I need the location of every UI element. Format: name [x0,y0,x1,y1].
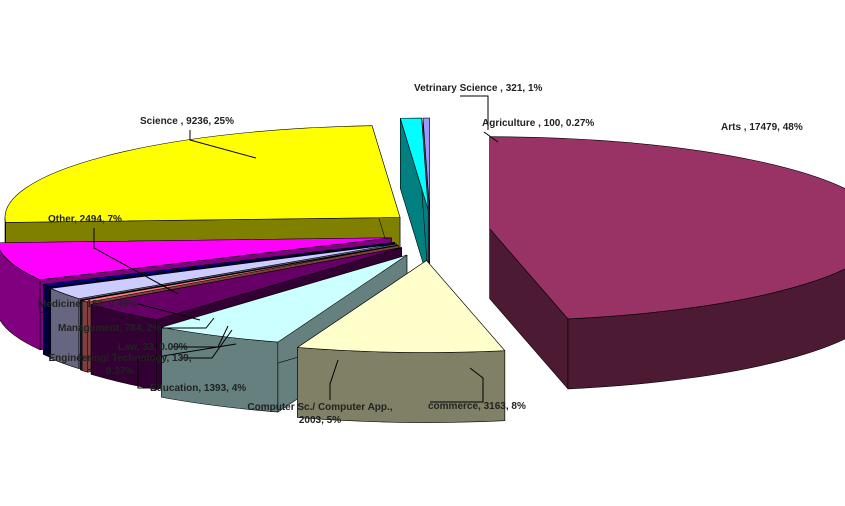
slice-top-commerce [297,260,506,353]
slice-top-management [50,243,397,299]
label-line-law: Law, 33, 0.09% [118,342,188,353]
slice-top-vetrinary [399,117,429,211]
label-arts: Arts , 17479, 48% [721,122,803,133]
slice-top-law [80,244,399,301]
leader-commerce [430,367,484,403]
leader-other [93,228,179,295]
label-line-science: Science , 9236, 25% [140,116,234,127]
leader-medicine [137,303,201,321]
slice-top-science [4,125,401,223]
label-line-arts: Arts , 17479, 48% [721,122,803,133]
slice-commerce [297,260,506,423]
label-line-medicine: Medicine, 183, 0.49% [38,299,137,310]
leader-management [160,317,215,329]
slice-side-medicine [43,284,50,358]
label-computer: Computer Sc./ Computer App., 2003, 5% [247,402,392,426]
slice-top-other [0,237,392,281]
slice-top-agriculture [422,117,430,211]
label-line-agriculture: Agriculture , 100, 0.27% [482,118,594,129]
label-other: Other, 2494, 7% [48,214,122,225]
label-line-education: Education, 1393, 4% [150,383,246,394]
leader-agriculture [483,131,499,143]
label-line-computer: Computer Sc./ Computer App., [247,402,392,413]
label-management: Management, 784, 2% [58,323,161,334]
leader-science [189,130,257,159]
label-agriculture: Agriculture , 100, 0.27% [482,118,594,129]
slice-vetrinary [399,117,429,281]
label-line-engineering: Engineering/ Technology, 139, [49,353,192,364]
label-line-vetrinary: Vetrinary Science , 321, 1% [414,83,543,94]
label-line-commerce: commerce, 3163, 8% [428,401,526,412]
leader-vetrinary [460,95,489,130]
label-line-other: Other, 2494, 7% [48,214,122,225]
leader-engineering [180,329,233,359]
label-line-computer: 2003, 5% [299,415,341,426]
label-education: Education, 1393, 4% [150,383,246,394]
leader-computer [329,359,339,400]
label-engineering: Engineering/ Technology, 139, 0.37% [49,353,192,377]
label-line-management: Management, 784, 2% [58,323,161,334]
label-law: Law, 33, 0.09% [118,342,188,353]
slice-top-education [90,247,402,320]
leader-law [172,325,229,348]
label-science: Science , 9236, 25% [140,116,234,127]
slice-top-engineering [81,245,399,303]
slice-arts [489,136,845,390]
label-vetrinary: Vetrinary Science , 321, 1% [414,83,543,94]
label-line-engineering: 0.37% [106,366,134,377]
label-commerce: commerce, 3163, 8% [428,401,526,412]
leader-education [137,343,237,389]
slice-top-medicine [43,242,396,288]
label-medicine: Medicine, 183, 0.49% [38,299,137,310]
slice-top-arts [489,136,845,320]
